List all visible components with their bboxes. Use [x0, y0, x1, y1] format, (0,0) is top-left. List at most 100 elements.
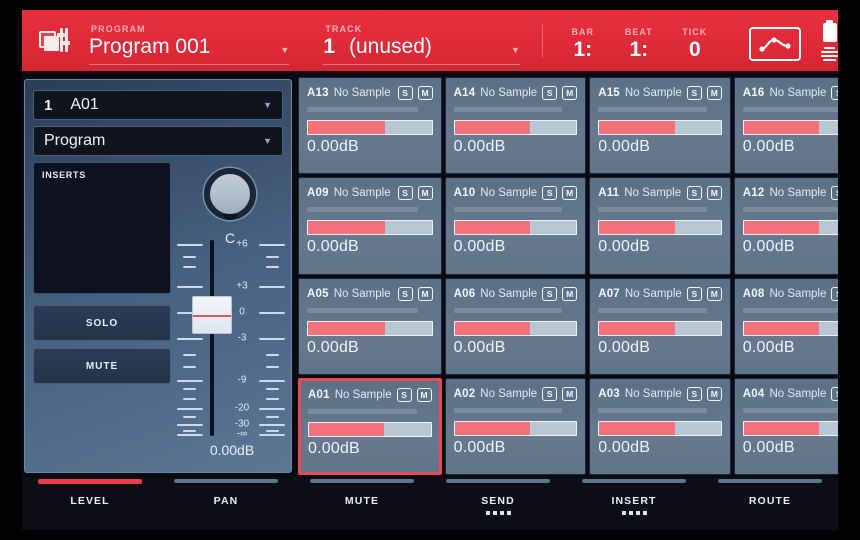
pad-level-meter[interactable] [453, 320, 578, 336]
pad-level-meter[interactable] [307, 220, 433, 236]
pad-select[interactable]: 1 A01 ▼ [33, 90, 283, 120]
pad-solo-button[interactable]: S [686, 386, 702, 401]
level-fader[interactable]: +6 +3 0 -3 -9 -20 -30 -∞ [177, 238, 287, 440]
pad-cell-placeholder-bar [307, 107, 418, 112]
pad-cell[interactable]: A11 No Sample S M 0.00dB [589, 177, 731, 275]
pad-cell[interactable]: A13 No Sample S M 0.00dB [298, 77, 442, 175]
fader-tick [183, 416, 196, 418]
pan-knob-group[interactable]: C [180, 168, 280, 246]
pad-level-meter[interactable] [453, 420, 578, 436]
beat-value: 1: [629, 38, 649, 61]
pad-cell[interactable]: A06 No Sample S M 0.00dB [444, 277, 587, 375]
chevron-down-icon[interactable]: ▼ [510, 44, 520, 55]
pad-mute-button[interactable]: M [706, 386, 722, 401]
pad-cell-name: A08 [742, 287, 765, 300]
pad-level-meter[interactable] [598, 320, 722, 336]
pad-level-meter[interactable] [742, 320, 860, 336]
beat-column[interactable]: BEAT 1: [611, 19, 667, 63]
pad-mute-button[interactable]: M [562, 286, 578, 301]
track-field[interactable]: TRACK 1 (unused) ▼ [323, 18, 520, 65]
pad-cell[interactable]: A03 No Sample S M 0.00dB [589, 377, 731, 475]
chevron-down-icon[interactable]: ▼ [263, 136, 272, 146]
pad-cell[interactable]: A09 No Sample S M 0.00dB [298, 177, 442, 275]
pad-mute-button[interactable]: M [562, 386, 578, 401]
tab-level[interactable]: LEVEL [22, 477, 158, 530]
pad-level-meter[interactable] [742, 220, 860, 236]
track-label: TRACK [325, 23, 363, 34]
pan-knob[interactable] [204, 168, 256, 220]
pad-cell-sample: No Sample [769, 187, 827, 200]
fader-scale-label: +3 [236, 280, 248, 292]
pad-mute-button[interactable]: M [562, 186, 578, 201]
transport-position[interactable]: BAR 1: BEAT 1: TICK 0 [555, 19, 723, 63]
pad-mute-button[interactable]: M [706, 86, 722, 100]
solo-button[interactable]: SOLO [33, 305, 171, 341]
pad-mute-button[interactable]: M [706, 186, 722, 201]
tab-insert[interactable]: INSERT [566, 477, 702, 530]
pad-db-value: 0.00dB [307, 238, 359, 256]
tab-route[interactable]: ROUTE [702, 477, 838, 530]
fader-scale-label: 0 [239, 306, 245, 318]
pad-solo-button[interactable]: S [542, 186, 558, 201]
pad-solo-button[interactable]: S [686, 86, 702, 100]
pad-solo-button[interactable]: S [397, 286, 413, 301]
fader-track[interactable] [210, 240, 214, 436]
pad-solo-button[interactable]: S [686, 286, 702, 301]
fader-tick [259, 434, 285, 436]
type-select[interactable]: Program ▼ [33, 126, 283, 156]
pad-solo-button[interactable]: S [542, 86, 558, 100]
fader-scale-label: -20 [234, 402, 250, 414]
pad-level-meter[interactable] [598, 420, 722, 436]
fader-tick [266, 430, 279, 432]
inserts-panel[interactable]: INSERTS [33, 162, 171, 294]
tab-pan[interactable]: PAN [158, 477, 294, 530]
pad-mute-button[interactable]: M [417, 286, 433, 301]
pad-cell[interactable]: A14 No Sample S M 0.00dB [444, 77, 587, 175]
pad-cell[interactable]: A05 No Sample S M 0.00dB [298, 277, 442, 375]
pad-mute-button[interactable]: M [562, 86, 578, 100]
pad-cell-name: A02 [453, 387, 476, 400]
fader-handle[interactable] [192, 296, 232, 334]
program-field[interactable]: PROGRAM Program 001 ▼ [89, 18, 290, 65]
pad-mute-button[interactable]: M [706, 286, 722, 301]
pad-solo-button[interactable]: S [686, 186, 702, 201]
chevron-down-icon[interactable]: ▼ [263, 100, 272, 110]
chevron-down-icon[interactable]: ▼ [280, 44, 290, 55]
pad-level-meter[interactable] [742, 120, 860, 135]
pad-mute-button[interactable]: M [417, 86, 433, 100]
tab-mute[interactable]: MUTE [294, 477, 430, 530]
fader-tick [177, 244, 203, 246]
pad-mute-button[interactable]: M [417, 186, 433, 201]
pad-level-meter[interactable] [308, 421, 432, 437]
pad-solo-button[interactable]: S [542, 386, 558, 401]
pad-cell[interactable]: A02 No Sample S M 0.00dB [444, 377, 587, 475]
pad-mixer-grid: A13 No Sample S M 0.00dB A14 No Sample S M 0.00dB… [298, 77, 860, 475]
pad-level-meter[interactable] [453, 220, 578, 236]
pad-level-meter[interactable] [598, 120, 722, 135]
pad-level-meter[interactable] [742, 420, 860, 436]
pad-cell[interactable]: A07 No Sample S M 0.00dB [589, 277, 731, 375]
bar-label: BAR [571, 27, 595, 37]
pad-cell[interactable]: A10 No Sample S M 0.00dB [444, 177, 587, 275]
pad-cell-placeholder-bar [453, 107, 563, 112]
bar-column[interactable]: BAR 1: [555, 19, 611, 63]
pad-solo-button[interactable]: S [397, 186, 413, 201]
mute-button[interactable]: MUTE [33, 348, 171, 384]
pad-cell-sample: No Sample [480, 287, 538, 300]
pad-solo-button[interactable]: S [397, 86, 413, 100]
pad-cell[interactable]: A15 No Sample S M 0.00dB [589, 77, 731, 175]
pad-cell[interactable]: A01 No Sample S M 0.00dB [298, 377, 442, 475]
automation-button[interactable] [748, 27, 801, 61]
pad-solo-button[interactable]: S [542, 286, 558, 301]
pad-solo-button[interactable]: S [396, 387, 412, 402]
app-mode-button[interactable] [22, 10, 85, 72]
tab-send[interactable]: SEND [430, 477, 566, 530]
wave-icon [821, 46, 838, 62]
pad-mute-button[interactable]: M [416, 387, 432, 402]
pad-level-meter[interactable] [307, 320, 433, 336]
pad-level-meter[interactable] [598, 220, 722, 236]
pad-level-meter[interactable] [307, 120, 433, 135]
tab-dots [485, 511, 511, 515]
tick-column[interactable]: TICK 0 [667, 19, 723, 63]
pad-level-meter[interactable] [453, 120, 578, 135]
